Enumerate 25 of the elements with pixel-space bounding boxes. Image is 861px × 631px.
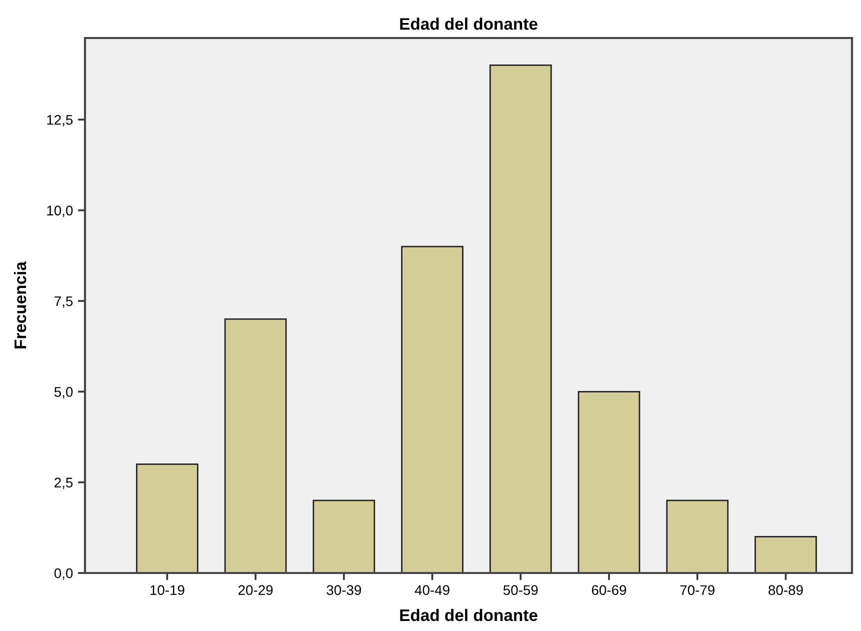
x-tick-label: 40-49 (414, 585, 450, 596)
y-tick-label: 0,0 (54, 568, 73, 580)
x-tick-label: 30-39 (326, 585, 362, 596)
x-tick-label: 70-79 (680, 585, 714, 596)
x-tick-label: 20-29 (238, 585, 273, 596)
y-axis-title: Frecuencia (14, 261, 26, 348)
chart-title: Edad del donante (400, 18, 538, 30)
x-tick-label: 10-19 (150, 585, 184, 596)
y-tick-label: 7,5 (54, 296, 73, 308)
bar (578, 390, 640, 573)
x-tick-label: 60-69 (592, 585, 626, 596)
bar (666, 500, 729, 573)
y-tick-label: 10,0 (47, 206, 73, 218)
bar (224, 318, 287, 573)
bar (136, 463, 198, 573)
y-tick-label: 2,5 (54, 478, 73, 490)
bar (754, 536, 817, 573)
x-axis-title: Edad del donante (400, 608, 538, 622)
bar (401, 246, 464, 573)
x-tick-label: 50-59 (503, 585, 538, 596)
bar (489, 64, 552, 573)
y-tick-label: 12,5 (47, 114, 73, 126)
bar (312, 500, 376, 573)
y-tick-label: 5,0 (54, 386, 73, 398)
x-tick-label: 80-89 (768, 585, 803, 596)
